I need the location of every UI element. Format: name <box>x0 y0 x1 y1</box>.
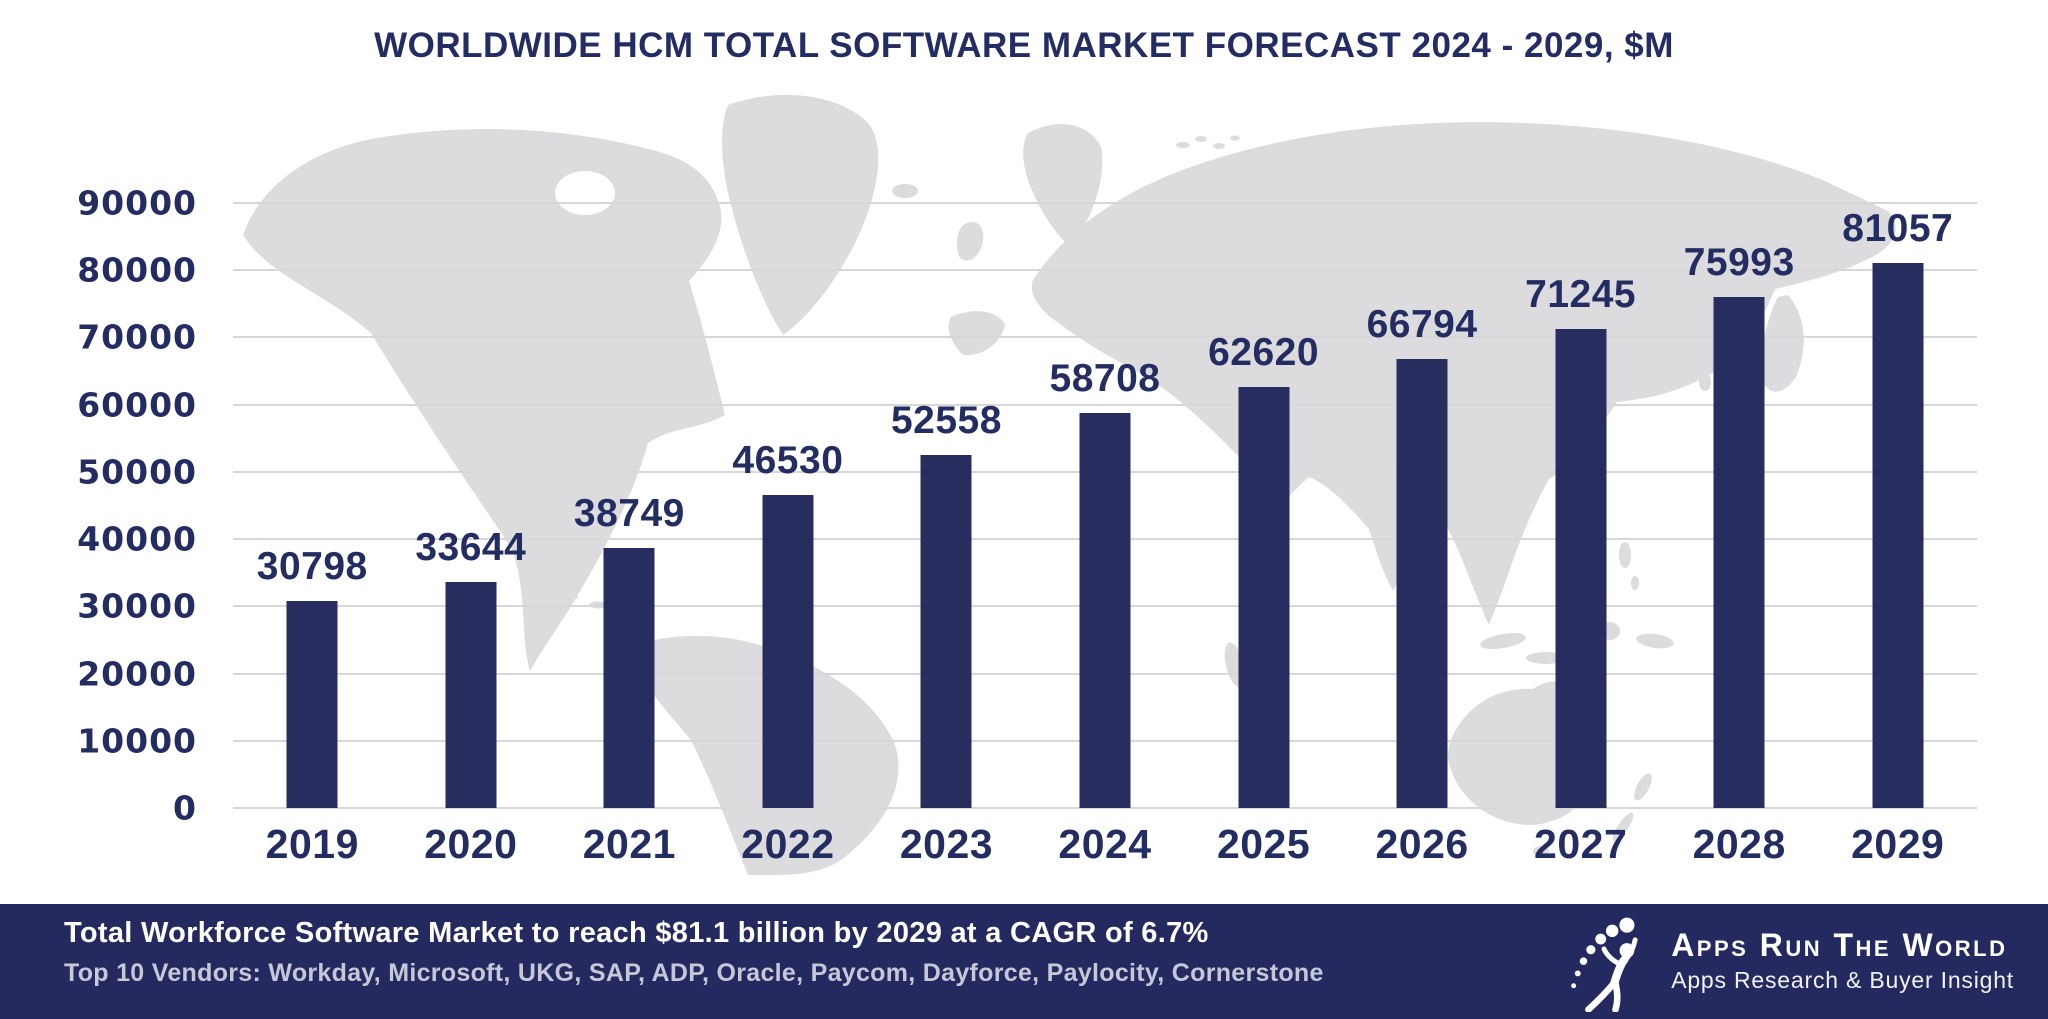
map-iberia <box>948 311 1005 356</box>
bar-2027 <box>1555 329 1607 808</box>
bar-value-label: 58708 <box>1049 357 1161 401</box>
bar-column-2029: 81057 2029 <box>1818 203 1977 867</box>
bar-2025 <box>1238 387 1290 808</box>
bar-value-label: 66794 <box>1366 303 1478 346</box>
bar-value-label: 62620 <box>1208 331 1320 375</box>
x-tick-label: 2027 <box>1534 821 1628 867</box>
footer-band: Total Workforce Software Market to reach… <box>0 904 2048 1019</box>
footer-vendors-line: Top 10 Vendors: Workday, Microsoft, UKG,… <box>64 959 1324 987</box>
brand-tagline: Apps Research & Buyer Insight <box>1671 966 2014 993</box>
x-tick-label: 2023 <box>899 821 994 867</box>
bar-column-2019: 30798 2019 <box>233 203 392 867</box>
bar-2019 <box>286 600 338 808</box>
gridline <box>233 202 1977 204</box>
x-tick-label: 2024 <box>1058 821 1152 867</box>
gridline <box>233 807 1977 809</box>
y-tick-label: 50000 <box>77 452 197 492</box>
plot-area: 30798 2019 33644 2020 38749 2021 46530 2022 5255… <box>233 202 1977 867</box>
gridline <box>233 403 1977 406</box>
y-tick-label: 0 <box>173 788 197 828</box>
bar-column-2023: 52558 2023 <box>867 203 1026 867</box>
leaping-figure-icon <box>1565 912 1661 1012</box>
world-map-watermark <box>233 85 1933 875</box>
x-tick-label: 2026 <box>1375 821 1469 867</box>
x-tick-label: 2021 <box>582 821 676 867</box>
gridline <box>233 269 1977 272</box>
map-greenland <box>722 94 879 335</box>
bar-column-2027: 71245 2027 <box>1501 203 1660 867</box>
bar-value-label: 30798 <box>256 544 368 588</box>
x-tick-label: 2019 <box>265 821 359 867</box>
map-uk <box>956 221 984 261</box>
brand-text: Apps Run The World Apps Research & Buyer… <box>1671 929 2014 994</box>
x-tick-label: 2022 <box>741 821 835 867</box>
bar-2020 <box>445 581 497 808</box>
x-tick-label: 2029 <box>1851 821 1945 867</box>
bar-column-2022: 46530 2022 <box>709 203 868 867</box>
gridline <box>233 336 1977 339</box>
x-tick-label: 2025 <box>1216 821 1311 867</box>
bar-2021 <box>603 547 655 808</box>
map-eurasia <box>1031 122 1896 626</box>
y-tick-label: 10000 <box>77 721 197 761</box>
brand-name: Apps Run The World <box>1671 927 2008 964</box>
bar-value-label: 33644 <box>415 525 527 569</box>
y-tick-label: 80000 <box>77 250 197 290</box>
footer-text-block: Total Workforce Software Market to reach… <box>64 917 1324 988</box>
bar-value-label: 71245 <box>1525 273 1637 317</box>
y-tick-label: 20000 <box>77 654 197 694</box>
bar-series: 30798 2019 33644 2020 38749 2021 46530 2022 5255… <box>233 203 1977 867</box>
bar-column-2021: 38749 2021 <box>550 203 709 867</box>
bar-value-label: 81057 <box>1842 207 1954 251</box>
bar-2028 <box>1713 297 1765 808</box>
bar-2022 <box>762 495 814 808</box>
bar-2024 <box>1079 413 1131 808</box>
chart-title: WORLDWIDE HCM TOTAL SOFTWARE MARKET FORE… <box>374 26 1674 65</box>
bar-value-label: 75993 <box>1683 241 1795 285</box>
footer-headline: Total Workforce Software Market to reach… <box>64 917 1209 949</box>
y-tick-label: 90000 <box>77 183 197 223</box>
bar-2026 <box>1396 359 1448 808</box>
bar-column-2028: 75993 2028 <box>1660 203 1819 867</box>
map-scandinavia <box>1023 124 1103 247</box>
y-axis: 0 10000 20000 30000 40000 50000 60000 70000 8000… <box>0 184 213 828</box>
y-tick-label: 40000 <box>77 519 197 559</box>
bar-column-2025: 62620 2025 <box>1184 203 1343 867</box>
x-tick-label: 2020 <box>424 821 518 867</box>
bar-value-label: 46530 <box>732 439 844 483</box>
y-tick-label: 70000 <box>77 317 197 357</box>
bar-2029 <box>1872 263 1924 808</box>
bar-column-2026: 66794 2026 <box>1343 203 1502 867</box>
bar-2023 <box>920 454 972 808</box>
bar-column-2024: 58708 2024 <box>1026 203 1185 867</box>
x-tick-label: 2028 <box>1692 821 1786 867</box>
y-tick-label: 60000 <box>77 385 197 425</box>
bar-value-label: 38749 <box>573 491 685 535</box>
map-kamchatka <box>1761 295 1804 392</box>
bar-column-2020: 33644 2020 <box>392 203 551 867</box>
y-tick-label: 30000 <box>77 586 197 626</box>
map-north-america <box>243 129 725 671</box>
brand-logo: Apps Run The World Apps Research & Buyer… <box>1565 912 2014 1012</box>
bar-value-label: 52558 <box>890 398 1002 442</box>
